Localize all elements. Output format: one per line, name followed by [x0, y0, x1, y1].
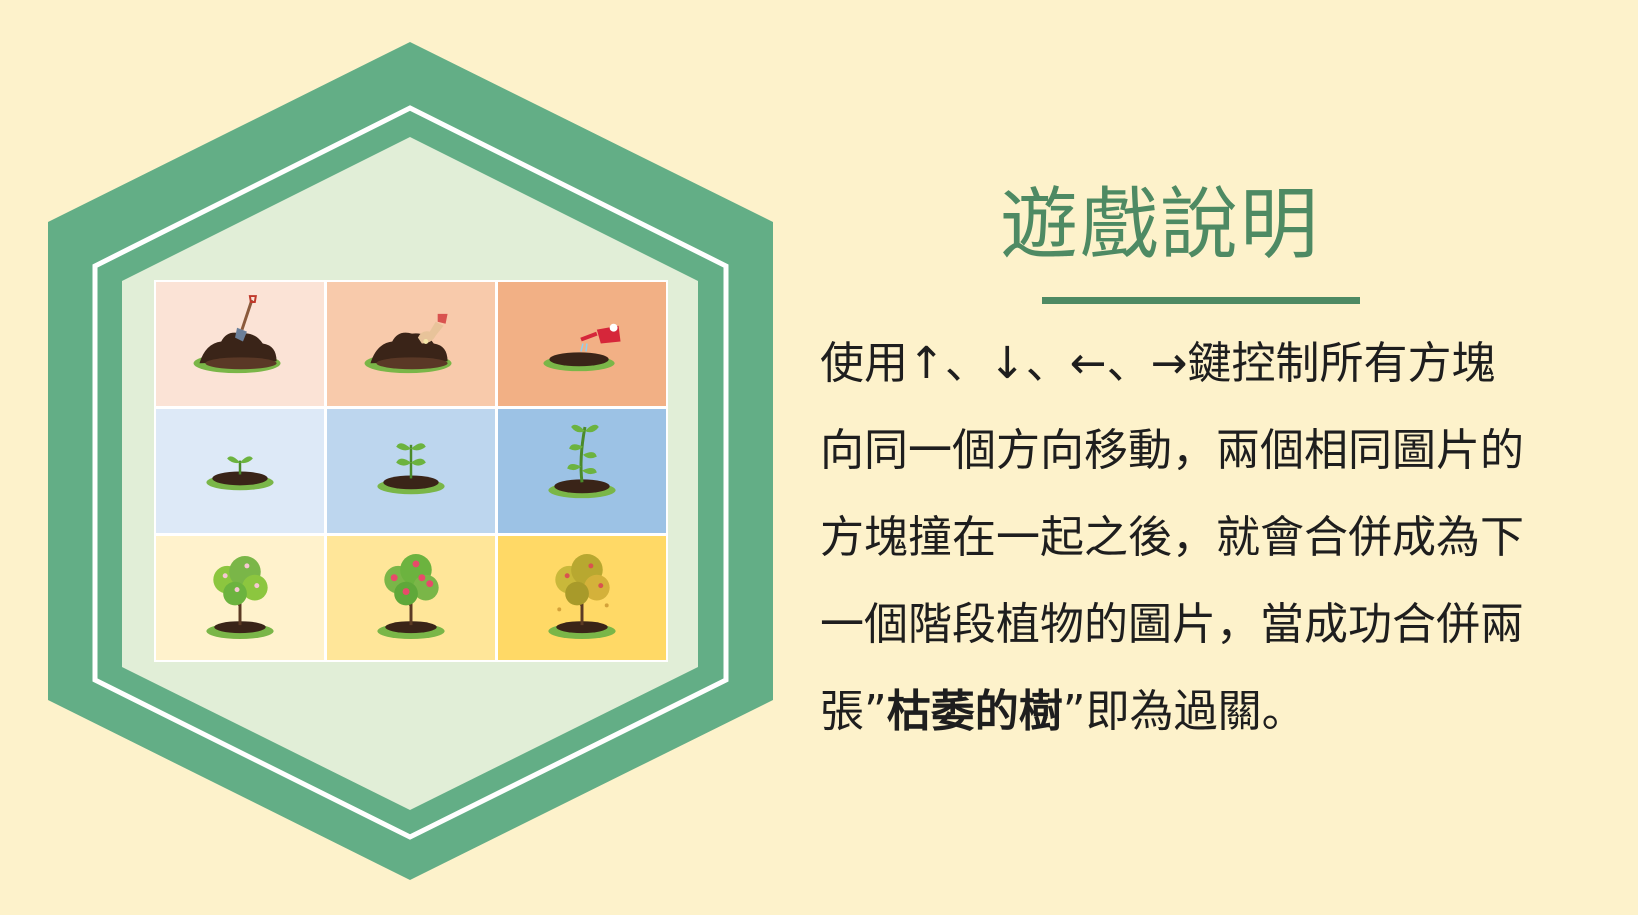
- tile-flowering-bush: [156, 536, 324, 660]
- plant-stage-grid: [154, 280, 668, 662]
- page-title: 遊戲說明: [1000, 180, 1321, 270]
- arrow-down-icon: ↓: [988, 338, 1026, 389]
- tile-small-sprout: [156, 409, 324, 533]
- instructions-line-1-prefix: 使用: [820, 338, 908, 389]
- tile-medium-sprout: [327, 409, 495, 533]
- shovel-soil-icon: [193, 295, 281, 374]
- tile-seed-soil: [327, 282, 495, 406]
- instructions-line-1-suffix: 鍵控制所有方塊: [1187, 338, 1496, 389]
- tile-withered-tree: [498, 536, 666, 660]
- separator: 、: [1106, 338, 1151, 389]
- fruit-tree-icon: [377, 554, 445, 640]
- tile-shovel-soil: [156, 282, 324, 406]
- tile-tall-sapling: [498, 409, 666, 533]
- instructions-line-2: 向同一個方向移動，兩個相同圖片的: [820, 425, 1524, 476]
- arrow-left-icon: ←: [1069, 338, 1107, 389]
- instructions-line-5-prefix: 張”: [820, 686, 887, 737]
- withered-tree-icon: [548, 554, 616, 640]
- instructions-line-4: 一個階段植物的圖片，當成功合併兩: [820, 599, 1524, 650]
- tile-watering-can: [498, 282, 666, 406]
- instructions-line-1: 使用↑、↓、←、→鍵控制所有方塊: [820, 320, 1610, 407]
- separator: 、: [1025, 338, 1070, 389]
- instructions-line-5: 張”枯萎的樹”即為過關。: [820, 668, 1610, 755]
- instructions-text: 使用↑、↓、←、→鍵控制所有方塊 向同一個方向移動，兩個相同圖片的 方塊撞在一起…: [820, 320, 1610, 755]
- instructions-line-3: 方塊撞在一起之後，就會合併成為下: [820, 512, 1524, 563]
- withered-tree-term: 枯萎的樹: [886, 686, 1063, 737]
- tall-sapling-icon: [548, 424, 616, 499]
- instructions-line-5-suffix: ”即為過關。: [1062, 686, 1306, 737]
- arrow-up-icon: ↑: [908, 338, 945, 389]
- watering-can-icon: [543, 323, 621, 372]
- arrow-right-icon: →: [1150, 338, 1188, 389]
- title-underline: [1042, 297, 1360, 304]
- flowering-bush-icon: [206, 556, 274, 640]
- tile-fruit-tree: [327, 536, 495, 660]
- small-sprout-icon: [206, 456, 274, 491]
- medium-sprout-icon: [377, 443, 445, 495]
- seed-soil-icon: [364, 313, 452, 374]
- separator: 、: [944, 338, 989, 389]
- hexagon-white-line: [92, 105, 729, 840]
